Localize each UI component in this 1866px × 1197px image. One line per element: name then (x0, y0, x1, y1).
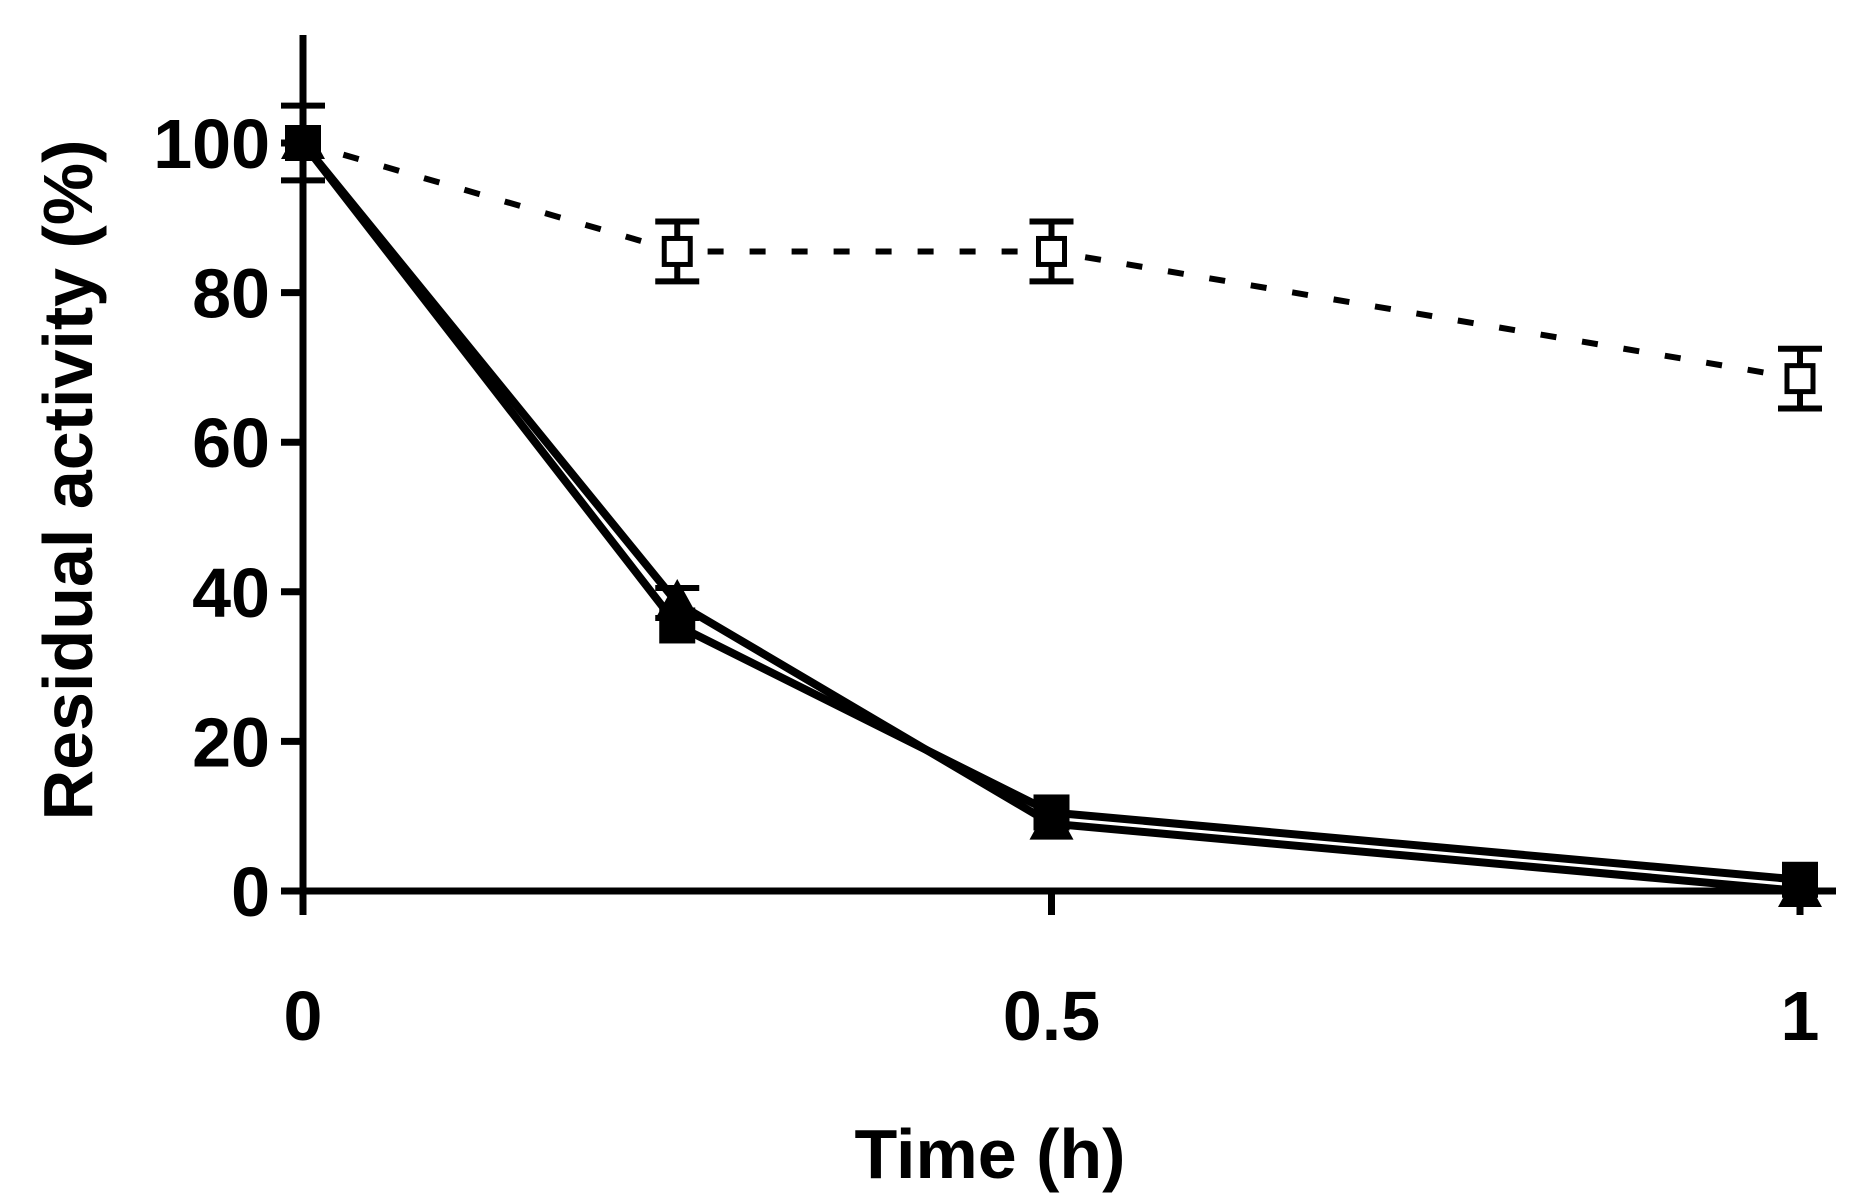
x-ticks: 0 0.5 1 (284, 891, 1820, 1055)
data-point-filled-square (1033, 794, 1070, 831)
series-lines (299, 140, 1801, 895)
x-tick-label: 1 (1781, 977, 1820, 1055)
series-line-3 (299, 140, 1801, 884)
x-axis-title: Time (h) (855, 1115, 1126, 1193)
y-tick-label: 60 (192, 404, 270, 482)
data-point-filled-square (1782, 861, 1818, 898)
y-tick-label: 80 (192, 255, 270, 333)
data-point-open-square (1036, 235, 1067, 267)
series-line-1 (302, 140, 1801, 382)
x-tick-label: 0 (284, 977, 323, 1055)
y-tick-label: 20 (192, 703, 270, 781)
series-line-2 (299, 140, 1801, 895)
y-axis-title: Residual activity (%) (29, 140, 107, 821)
y-tick-label: 0 (231, 853, 270, 931)
error-bars (281, 102, 1822, 621)
y-ticks: 0 20 40 60 80 100 (153, 105, 303, 931)
chart-axes (281, 35, 1836, 913)
data-point-open-square (1784, 363, 1816, 395)
x-tick-label: 0.5 (1003, 977, 1100, 1055)
data-point-filled-square (285, 125, 321, 161)
y-tick-label: 40 (192, 554, 270, 632)
data-point-open-square (661, 235, 693, 267)
data-point-filled-square (659, 607, 696, 644)
data-markers (281, 119, 1822, 907)
y-tick-label: 100 (153, 105, 270, 183)
